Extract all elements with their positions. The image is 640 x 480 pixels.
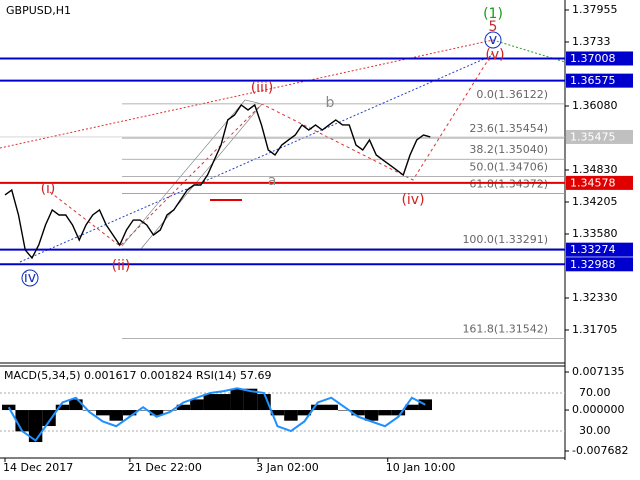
y-tick-label: 1.37955 — [572, 3, 618, 16]
wave-label: a — [268, 173, 277, 189]
y-tick-label: 0.007135 — [572, 365, 625, 378]
fib-label: 0.0(1.36122) — [476, 88, 548, 101]
macd-bar — [257, 394, 271, 411]
x-tick-label: 10 Jan 10:00 — [386, 461, 456, 474]
wave-label: (iii) — [251, 80, 274, 96]
macd-bar — [136, 410, 150, 411]
wave-label: (ii) — [112, 258, 131, 274]
y-tick-label: 1.32330 — [572, 291, 618, 304]
macd-bar — [243, 388, 258, 411]
fib-label: 23.6(1.35454) — [469, 122, 548, 135]
macd-bar — [203, 394, 217, 411]
y-tick-label: 1.31705 — [572, 323, 618, 336]
macd-bar — [42, 410, 56, 427]
y-tick-label: 70.00 — [579, 386, 611, 399]
macd-bar — [270, 410, 285, 416]
wave-circle — [21, 269, 39, 287]
macd-bar — [337, 410, 352, 411]
macd-bar — [351, 410, 365, 416]
macd-bar — [324, 404, 338, 411]
indicator-title: MACD(5,34,5) 0.001617 0.001824 RSI(14) 5… — [4, 369, 271, 382]
fib-label: 100.0(1.33291) — [462, 233, 548, 246]
wave-label: b — [326, 95, 335, 111]
y-tick-label: 1.34830 — [572, 163, 618, 176]
macd-bar — [284, 410, 298, 421]
price-label-box — [566, 129, 633, 144]
price-label: 1.32988 — [570, 258, 616, 271]
macd-bar — [418, 399, 432, 411]
price-label-box — [566, 257, 633, 272]
macd-bar — [55, 404, 70, 411]
fib-label: 61.8(1.34372) — [469, 177, 548, 190]
x-tick-label: 14 Dec 2017 — [3, 461, 73, 474]
y-tick-label: -0.007682 — [572, 444, 628, 457]
macd-bar — [109, 410, 123, 421]
price-label-box — [566, 175, 633, 190]
price-label-box — [566, 51, 633, 66]
price-label: 1.36575 — [570, 74, 616, 87]
wave-circle — [484, 31, 502, 49]
trend-line — [492, 39, 566, 63]
macd-bar — [69, 399, 83, 411]
rsi-line — [7, 387, 426, 442]
macd-bar — [391, 410, 406, 416]
x-tick-label: 21 Dec 22:00 — [128, 461, 202, 474]
macd-bar — [217, 394, 231, 411]
macd-bar — [230, 388, 244, 411]
macd-bar — [176, 404, 191, 411]
macd-bar — [364, 410, 379, 421]
wave-label: 5 — [489, 19, 498, 35]
y-tick-label: 1.36080 — [572, 99, 618, 112]
macd-bar — [163, 410, 177, 411]
wave-label: (1) — [483, 6, 503, 22]
fib-label: 38.2(1.35040) — [469, 143, 548, 156]
wave-label: iv — [24, 270, 36, 286]
fib-label: 50.0(1.34706) — [469, 160, 548, 173]
price-label: 1.35475 — [570, 130, 616, 143]
macd-bar — [149, 410, 164, 416]
macd-bar — [378, 410, 392, 416]
chart-title: GBPUSD,H1 — [6, 4, 71, 17]
wave-label: (i) — [41, 181, 56, 197]
macd-bar — [297, 410, 312, 416]
macd-bar — [96, 410, 110, 416]
fib-label: 161.8(1.31542) — [462, 322, 548, 335]
price-line — [4, 103, 431, 260]
y-tick-label: 1.3733 — [572, 35, 611, 48]
price-label: 1.37008 — [570, 52, 616, 65]
price-label-box — [566, 73, 633, 88]
wave-label: (iv) — [401, 192, 424, 208]
price-label: 1.33274 — [570, 243, 616, 256]
wave-label: (v) — [485, 47, 504, 63]
y-tick-label: 30.00 — [579, 424, 611, 437]
wave-label: v — [489, 32, 497, 48]
macd-bar — [311, 404, 325, 411]
y-tick-label: 1.33580 — [572, 227, 618, 240]
y-tick-label: 1.34205 — [572, 195, 618, 208]
channel-line — [121, 99, 263, 251]
macd-bar — [190, 399, 204, 411]
macd-bar — [82, 410, 97, 411]
macd-bar — [122, 410, 137, 416]
price-label-box — [566, 242, 633, 257]
macd-bar — [405, 404, 419, 411]
y-tick-label: 0.000000 — [572, 403, 625, 416]
x-tick-label: 3 Jan 02:00 — [256, 461, 319, 474]
price-label: 1.34578 — [570, 176, 616, 189]
